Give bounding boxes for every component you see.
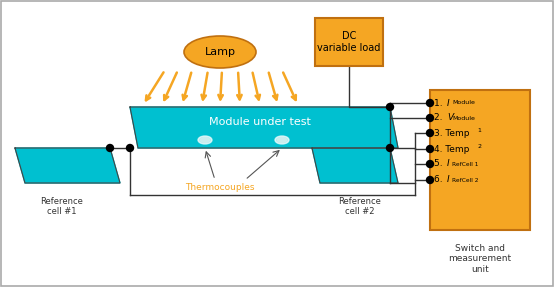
Text: Module: Module [452,100,475,106]
Text: Lamp: Lamp [204,47,235,57]
Text: 2.: 2. [434,113,445,123]
Text: I: I [447,98,450,108]
Text: Module under test: Module under test [209,117,311,127]
Text: Thermocouples: Thermocouples [185,183,255,193]
Ellipse shape [275,136,289,144]
Bar [315,18,383,66]
Text: Reference
cell #2: Reference cell #2 [338,197,382,216]
Ellipse shape [278,137,286,143]
Circle shape [126,144,134,152]
Text: 6.: 6. [434,175,445,185]
Text: Module: Module [452,115,475,121]
Circle shape [387,104,393,110]
Ellipse shape [198,136,212,144]
Circle shape [427,177,433,183]
Circle shape [427,115,433,121]
Text: DC
variable load: DC variable load [317,31,381,53]
Circle shape [427,129,433,137]
Circle shape [427,160,433,168]
Text: I: I [447,160,450,168]
Circle shape [106,144,114,152]
Text: 5.: 5. [434,160,445,168]
Text: 2: 2 [477,144,481,150]
Circle shape [427,146,433,152]
Circle shape [427,100,433,106]
Polygon shape [15,148,120,183]
Text: RefCell 1: RefCell 1 [452,162,478,166]
Polygon shape [312,148,398,183]
Polygon shape [130,107,398,148]
Ellipse shape [184,36,256,68]
Text: V: V [447,113,453,123]
Text: Reference
cell #1: Reference cell #1 [40,197,84,216]
Ellipse shape [201,137,209,143]
Text: Switch and
measurement
unit: Switch and measurement unit [448,244,511,274]
Circle shape [387,144,393,152]
Text: 1: 1 [477,129,481,133]
Text: 3. Temp: 3. Temp [434,129,473,137]
Text: 1.: 1. [434,98,445,108]
Text: RefCell 2: RefCell 2 [452,177,479,183]
Text: I: I [447,175,450,185]
Text: 4. Temp: 4. Temp [434,144,472,154]
Bar [430,90,530,230]
